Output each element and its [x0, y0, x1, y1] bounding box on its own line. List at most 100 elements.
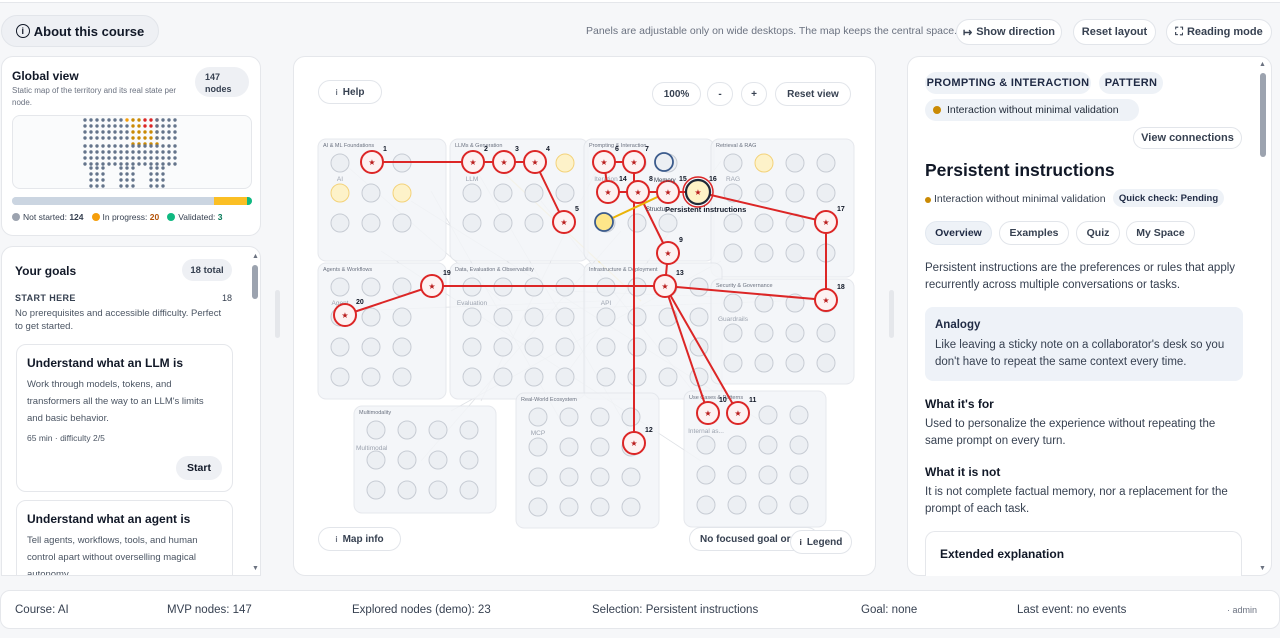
reset-view-button[interactable]: Reset view	[775, 82, 851, 106]
global-view-subtitle: Static map of the territory and its real…	[12, 86, 177, 107]
path-number: 20	[356, 299, 364, 306]
scroll-down-icon[interactable]: ▼	[252, 565, 259, 572]
legend-in-progress: In progress: 20	[91, 212, 159, 222]
map-node	[392, 337, 412, 357]
map-node	[428, 450, 448, 470]
green-dot-icon	[167, 213, 176, 221]
tab-quiz[interactable]: Quiz	[1076, 221, 1120, 245]
mini-node	[125, 166, 129, 170]
map-node	[555, 337, 575, 357]
footer-selection: Selection: Persistent instructions	[592, 604, 759, 616]
mini-node	[89, 172, 93, 176]
mini-node	[167, 156, 171, 160]
map-node	[366, 420, 386, 440]
scroll-up-icon[interactable]: ▲	[252, 253, 259, 260]
progress-legend: Not started: 124 In progress: 20 Validat…	[12, 212, 223, 222]
tab-my-space[interactable]: My Space	[1126, 221, 1195, 245]
start-here-count: 18	[222, 293, 233, 303]
map-node	[658, 307, 678, 327]
zoom-level-button[interactable]: 100%	[652, 82, 701, 106]
goal-card[interactable]: Understand what an LLM is Work through m…	[16, 344, 233, 492]
course-map[interactable]: AI & ML Foundations AI LLMs & Generation LL…	[294, 57, 876, 576]
mini-node	[173, 124, 177, 128]
mini-node	[113, 130, 117, 134]
scroll-thumb[interactable]	[252, 265, 258, 299]
cluster-box	[710, 138, 855, 278]
zoom-out-label: -	[718, 88, 722, 100]
path-number: 3	[515, 146, 519, 153]
hub-label: AI	[337, 176, 343, 183]
mini-node	[101, 144, 105, 148]
detail-scrollbar[interactable]: ▲ ▼	[1259, 61, 1267, 573]
right-splitter[interactable]	[889, 290, 894, 338]
zoom-in-button[interactable]: +	[741, 82, 767, 106]
mini-node	[89, 178, 93, 182]
iteration-node	[594, 212, 614, 232]
mini-node	[83, 124, 87, 128]
about-course-button[interactable]: i About this course	[1, 15, 159, 47]
star-icon: ★	[604, 188, 611, 197]
nodes-count-badge: 147 nodes	[195, 67, 249, 97]
mini-node	[89, 118, 93, 122]
cluster-title: Prompting & Interaction	[589, 143, 646, 149]
zoom-out-button[interactable]: -	[707, 82, 733, 106]
help-button[interactable]: i Help	[318, 80, 382, 104]
tab-overview[interactable]: Overview	[925, 221, 992, 245]
mini-node	[107, 118, 111, 122]
map-node	[524, 367, 544, 387]
goal-card[interactable]: Understand what an agent is Tell agents,…	[16, 500, 233, 575]
mini-node	[149, 118, 153, 122]
scroll-up-icon[interactable]: ▲	[1259, 61, 1266, 68]
help-label: Help	[342, 86, 365, 98]
mini-node	[161, 184, 165, 188]
map-node	[696, 435, 716, 455]
map-node	[559, 467, 579, 487]
cluster-title: Security & Governance	[716, 283, 773, 289]
extended-explanation[interactable]: Extended explanation	[925, 531, 1242, 576]
map-node	[758, 495, 778, 515]
mini-node	[143, 130, 147, 134]
map-node	[361, 307, 381, 327]
map-node	[723, 183, 743, 203]
info-icon: i	[335, 534, 338, 544]
path-number: 10	[719, 397, 727, 404]
path-node	[653, 274, 677, 298]
mini-node	[119, 118, 123, 122]
map-node	[392, 213, 412, 233]
mini-node	[167, 144, 171, 148]
status-badge: Interaction without minimal validation	[925, 99, 1139, 121]
map-node	[816, 353, 836, 373]
show-direction-button[interactable]: ↦ Show direction	[956, 19, 1062, 45]
mini-node	[119, 178, 123, 182]
star-icon: ★	[734, 409, 741, 418]
mini-node	[95, 136, 99, 140]
view-connections-button[interactable]: View connections	[1133, 127, 1242, 149]
mini-node	[89, 124, 93, 128]
reset-layout-button[interactable]: Reset layout	[1073, 19, 1156, 45]
map-info-button[interactable]: i Map info	[318, 527, 401, 551]
mini-node	[83, 150, 87, 154]
mini-node	[107, 124, 111, 128]
star-icon: ★	[600, 158, 607, 167]
tab-examples[interactable]: Examples	[999, 221, 1069, 245]
map-node	[789, 435, 809, 455]
path-number: 13	[676, 270, 684, 277]
map-node	[392, 183, 412, 203]
mini-node	[125, 150, 129, 154]
mini-map[interactable]	[12, 115, 252, 189]
mini-node	[95, 130, 99, 134]
scroll-down-icon[interactable]: ▼	[1259, 565, 1266, 572]
what-not-title: What it is not	[925, 465, 1001, 479]
legend-button[interactable]: i Legend	[790, 530, 852, 554]
goals-scrollbar[interactable]: ▲ ▼	[252, 253, 259, 572]
start-goal-button[interactable]: Start	[176, 456, 222, 480]
left-splitter[interactable]	[275, 290, 280, 338]
map-node	[785, 323, 805, 343]
reading-mode-button[interactable]: ⛶ Reading mode	[1166, 19, 1272, 45]
mini-node	[101, 130, 105, 134]
map-node	[785, 183, 805, 203]
scroll-thumb[interactable]	[1260, 73, 1266, 157]
star-icon: ★	[630, 158, 637, 167]
path-segment	[664, 285, 709, 414]
progress-not-started	[12, 197, 215, 205]
